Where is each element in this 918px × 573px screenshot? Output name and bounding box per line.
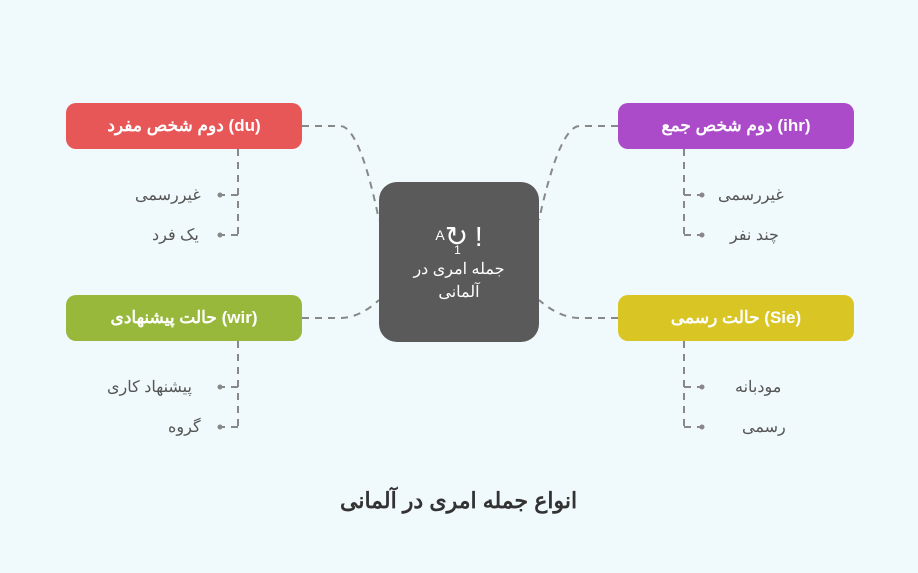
sub-item: رسمی	[742, 417, 786, 437]
sub-item: غیررسمی	[718, 185, 784, 205]
sub-item: غیررسمی	[135, 185, 201, 205]
sub-item: پیشنهاد کاری	[107, 377, 192, 397]
sub-item: چند نفر	[730, 225, 779, 245]
center-node: A↻1 ! جمله امری در آلمانی	[379, 182, 539, 342]
branch-sie: (Sie) حالت رسمی	[618, 295, 854, 341]
sub-item: یک فرد	[152, 225, 199, 245]
sub-item: گروه	[168, 417, 201, 437]
branch-du: (du) دوم شخص مفرد	[66, 103, 302, 149]
branch-ihr: (ihr) دوم شخص جمع	[618, 103, 854, 149]
diagram-caption: انواع جمله امری در آلمانی	[340, 488, 577, 514]
sub-item: مودبانه	[735, 377, 781, 397]
center-icon: A↻1 !	[435, 220, 482, 253]
translate-icon: A↻1	[435, 220, 475, 253]
center-text: جمله امری در آلمانی	[391, 259, 527, 304]
exclaim-icon: !	[475, 221, 483, 253]
branch-wir: (wir) حالت پیشنهادی	[66, 295, 302, 341]
